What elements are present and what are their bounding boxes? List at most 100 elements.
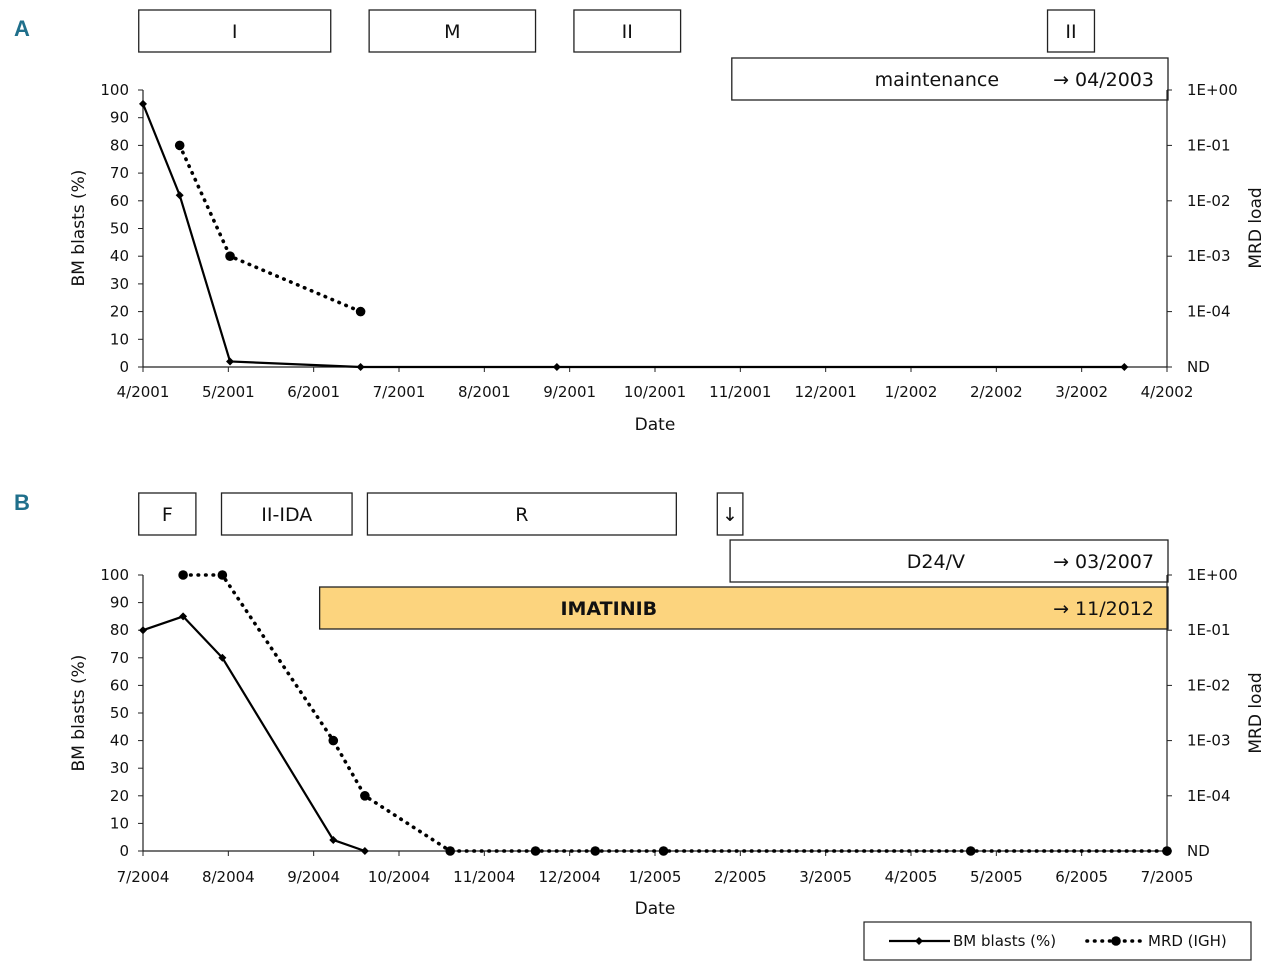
y-tick-label: 90: [110, 594, 129, 612]
long-box-label: maintenance: [875, 69, 999, 91]
treatment-box-label: F: [162, 504, 173, 526]
long-box-label: IMATINIB: [560, 598, 657, 620]
x-tick-label: 3/2002: [1055, 383, 1108, 401]
x-tick-label: 2/2002: [970, 383, 1023, 401]
x-tick-label: 1/2002: [885, 383, 938, 401]
y2-axis-title: MRD load: [1246, 187, 1266, 268]
x-tick-label: 7/2005: [1141, 868, 1194, 886]
blasts-point: [552, 363, 561, 371]
long-box-end-date: → 04/2003: [1053, 69, 1154, 91]
panel-letter: A: [14, 16, 30, 41]
treatment-box-label: I: [232, 21, 238, 43]
mrd-point: [965, 846, 976, 856]
mrd-point: [225, 251, 235, 261]
x-tick-label: 10/2001: [624, 383, 686, 401]
y2-tick-label: 1E-04: [1187, 787, 1231, 805]
y-tick-label: 50: [110, 704, 129, 722]
mrd-point: [658, 846, 669, 856]
legend-marker-diamond: [915, 937, 923, 945]
y2-axis-title: MRD load: [1246, 672, 1266, 753]
treatment-box: [368, 9, 537, 53]
x-tick-label: 1/2005: [629, 868, 682, 886]
legend-marker-circle: [1111, 936, 1121, 946]
long-box-end-date: → 03/2007: [1053, 551, 1154, 573]
treatment-box-label: M: [444, 21, 460, 43]
x-tick-label: 11/2001: [709, 383, 771, 401]
x-tick-label: 12/2001: [795, 383, 857, 401]
y-tick-label: 80: [110, 136, 129, 154]
treatment-box-label: II-IDA: [261, 504, 312, 526]
blasts-point: [226, 357, 235, 366]
y2-tick-label: 1E-04: [1187, 303, 1231, 321]
y-tick-label: 70: [110, 164, 129, 182]
blasts-point: [139, 99, 147, 108]
y-tick-label: 20: [110, 303, 129, 321]
mrd-point: [360, 791, 370, 801]
treatment-box: [138, 492, 197, 536]
y-tick-label: 30: [110, 759, 129, 777]
y-tick-label: 100: [100, 566, 129, 584]
y2-tick-label: 1E-01: [1187, 136, 1231, 154]
mrd-point: [445, 846, 456, 856]
y2-tick-label: 1E+00: [1187, 81, 1238, 99]
long-box-end-date: → 11/2012: [1053, 598, 1154, 620]
x-tick-label: 9/2004: [287, 868, 340, 886]
y-tick-label: 30: [110, 275, 129, 293]
y-tick-label: 40: [110, 732, 129, 750]
blasts-point: [179, 612, 188, 621]
x-tick-label: 4/2005: [885, 868, 938, 886]
blasts-point: [360, 847, 369, 855]
maintenance-box: [729, 539, 1169, 583]
y-tick-label: 100: [100, 81, 129, 99]
mrd-point: [530, 846, 541, 856]
treatment-box-label: R: [515, 504, 528, 526]
mrd-point: [217, 570, 228, 580]
x-tick-label: 9/2001: [543, 383, 596, 401]
treatment-box: [220, 492, 353, 536]
x-tick-label: 7/2001: [373, 383, 426, 401]
blasts-point: [139, 626, 147, 635]
y-tick-label: 10: [110, 330, 129, 348]
panel-a: A I M II II maintenance → 04/2003 0 10 20 30 40 50 60…: [14, 9, 1266, 435]
treatment-box-label: II: [1065, 21, 1076, 43]
mrd-point: [1162, 846, 1172, 856]
blasts-point: [1120, 363, 1129, 371]
x-tick-label: 4/2001: [117, 383, 170, 401]
blasts-point: [329, 835, 338, 844]
y2-tick-label: ND: [1187, 358, 1210, 376]
treatment-box: [1046, 9, 1096, 53]
x-tick-label: 11/2004: [453, 868, 515, 886]
y-tick-label: 80: [110, 621, 129, 639]
y2-tick-label: ND: [1187, 842, 1210, 860]
mrd-point: [178, 570, 188, 580]
mrd-point: [174, 140, 185, 151]
y2-tick-label: 1E+00: [1187, 566, 1238, 584]
y2-tick-label: 1E-03: [1187, 732, 1231, 750]
treatment-box: [573, 9, 682, 53]
legend: BM blasts (%) MRD (IGH): [863, 921, 1252, 961]
x-tick-label: 7/2004: [117, 868, 170, 886]
y-tick-label: 90: [110, 109, 129, 127]
y-tick-label: 0: [119, 358, 129, 376]
blasts-series-line: [141, 102, 1126, 369]
y-tick-label: 0: [119, 842, 129, 860]
x-tick-label: 3/2005: [799, 868, 852, 886]
y-tick-label: 40: [110, 247, 129, 265]
mrd-point: [590, 846, 601, 856]
panel-b: B F II-IDA R ↓ D24/V → 03/2007 IMATINIB → 11/201…: [14, 490, 1266, 919]
long-box-label: D24/V: [907, 551, 965, 573]
x-tick-label: 6/2005: [1055, 868, 1108, 886]
treatment-box-label: II: [622, 21, 633, 43]
x-tick-label: 6/2001: [287, 383, 340, 401]
y-tick-label: 70: [110, 649, 129, 667]
maintenance-box: [731, 57, 1169, 101]
y-tick-label: 60: [110, 676, 129, 694]
blasts-point: [218, 653, 227, 662]
treatment-box: [716, 492, 744, 536]
x-axis-title: Date: [635, 899, 676, 919]
y-tick-label: 20: [110, 787, 129, 805]
blasts-point: [356, 363, 365, 371]
x-tick-label: 4/2002: [1141, 383, 1194, 401]
treatment-box-label: ↓: [722, 504, 738, 526]
